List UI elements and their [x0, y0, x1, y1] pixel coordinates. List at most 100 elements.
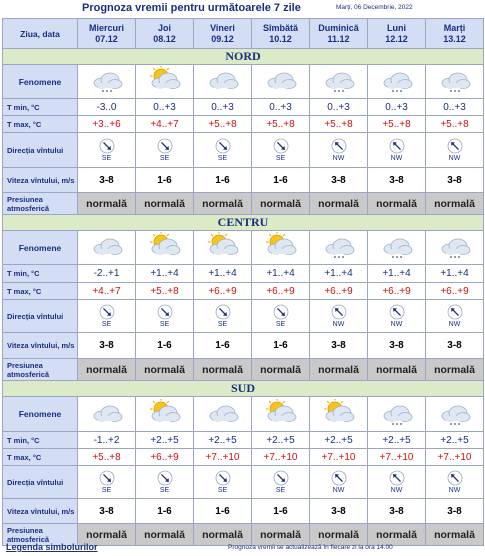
day-header: Joi 08.12	[135, 18, 194, 49]
pressure: normală	[309, 192, 368, 215]
pressure: normală	[77, 358, 136, 381]
wind-dir: NW	[309, 132, 368, 168]
t-max: +6..+9	[135, 448, 194, 466]
day-date: 08.12	[153, 33, 176, 44]
wind-speed: 1-6	[135, 167, 194, 193]
wind-dir: NW	[425, 299, 484, 333]
day-name: Joi	[157, 22, 171, 33]
wind-dir: SE	[193, 132, 252, 168]
weather-icon	[441, 72, 470, 92]
wind-dir-text: SE	[275, 154, 286, 162]
weather-icon	[209, 405, 238, 422]
day-name: Duminică	[318, 22, 359, 33]
t-min: 0..+3	[367, 98, 426, 116]
icon-cell	[309, 396, 368, 432]
icon-cell	[425, 64, 484, 99]
t-min: -2..+1	[77, 264, 136, 283]
day-date: 10.12	[269, 33, 292, 44]
wind-dir: NW	[367, 299, 426, 333]
t-max: +5..+8	[193, 115, 252, 133]
wind-arrow	[331, 138, 346, 153]
legend-link[interactable]: Legenda simbolurilor	[6, 542, 98, 552]
pressure: normală	[251, 523, 310, 546]
row-label: Direcția vîntului	[2, 299, 78, 333]
weather-icon	[265, 397, 296, 422]
wind-dir-text: SE	[275, 486, 286, 494]
icon-cell	[367, 396, 426, 432]
wind-dir-text: SE	[159, 486, 170, 494]
t-min: 0..+3	[251, 98, 310, 116]
wind-arrow	[215, 304, 230, 319]
wind-speed: 3-8	[309, 498, 368, 524]
wind-speed: 3-8	[309, 332, 368, 359]
pressure: normală	[251, 192, 310, 215]
wind-speed: 1-6	[135, 498, 194, 524]
wind-arrow	[157, 470, 172, 485]
table-row: SUD	[2, 380, 484, 397]
weather-icon	[149, 65, 180, 89]
wind-dir-text: SE	[159, 154, 170, 162]
wind-speed: 1-6	[135, 332, 194, 359]
weather-icon	[383, 238, 412, 258]
wind-speed: 3-8	[77, 332, 136, 359]
day-header: Marți 13.12	[425, 18, 484, 49]
table-row: NORD	[2, 48, 484, 65]
pressure: normală	[193, 523, 252, 546]
table-row: Direcția vîntului SE SE SE SE NW NW NW	[2, 132, 484, 168]
pressure: normală	[425, 358, 484, 381]
icon-cell	[367, 64, 426, 99]
day-name: Vineri	[210, 22, 235, 33]
update-note: Prognoza vremii se actualizează în fieca…	[228, 544, 393, 551]
pressure: normală	[135, 192, 194, 215]
icon-cell	[193, 230, 252, 265]
t-max: +6..+9	[193, 282, 252, 300]
wind-dir-text: NW	[390, 154, 403, 162]
icon-cell	[425, 230, 484, 265]
pressure: normală	[367, 358, 426, 381]
wind-arrow	[273, 470, 288, 485]
wind-dir-text: SE	[217, 486, 228, 494]
icon-cell	[77, 64, 136, 99]
icon-cell	[367, 230, 426, 265]
day-date: 12.12	[385, 33, 408, 44]
wind-arrow	[99, 138, 114, 153]
wind-dir: NW	[309, 465, 368, 499]
wind-speed: 3-8	[77, 167, 136, 193]
wind-dir-text: SE	[101, 154, 112, 162]
wind-arrow	[273, 138, 288, 153]
weather-icon	[93, 405, 122, 422]
day-name: Luni	[387, 22, 406, 33]
row-label: Direcția vîntului	[2, 465, 78, 499]
pressure: normală	[135, 523, 194, 546]
wind-dir: NW	[425, 465, 484, 499]
wind-arrow	[389, 304, 404, 319]
t-min: +1..+4	[251, 264, 310, 283]
region-header: CENTRU	[2, 214, 484, 231]
icon-cell	[309, 230, 368, 265]
t-min: +2..+5	[135, 431, 194, 449]
icon-cell	[135, 396, 194, 432]
row-label: Presiunea atmosferică	[2, 523, 78, 546]
weather-icon	[441, 405, 470, 425]
table-row: Viteza vîntului, m/s 3-8 1-6 1-6 1-6 3-8 3-8 3-…	[2, 167, 484, 193]
t-max: +7..+10	[425, 448, 484, 466]
row-label: Fenomene	[2, 64, 78, 99]
current-date: Marți, 06 Decembrie, 2022	[336, 4, 413, 11]
wind-arrow	[389, 138, 404, 153]
t-min: +1..+4	[135, 264, 194, 283]
wind-arrow	[215, 138, 230, 153]
table-row: Direcția vîntului SE SE SE SE NW NW NW	[2, 299, 484, 333]
t-min: -3..0	[77, 98, 136, 116]
wind-arrow	[273, 304, 288, 319]
wind-arrow	[157, 138, 172, 153]
wind-dir-text: NW	[448, 154, 461, 162]
t-max: +5..+8	[367, 115, 426, 133]
t-min: +2..+5	[367, 431, 426, 449]
wind-speed: 1-6	[251, 332, 310, 359]
wind-dir-text: NW	[390, 320, 403, 328]
weather-icon	[209, 72, 238, 89]
wind-dir-text: SE	[217, 320, 228, 328]
region-header: SUD	[2, 380, 484, 397]
